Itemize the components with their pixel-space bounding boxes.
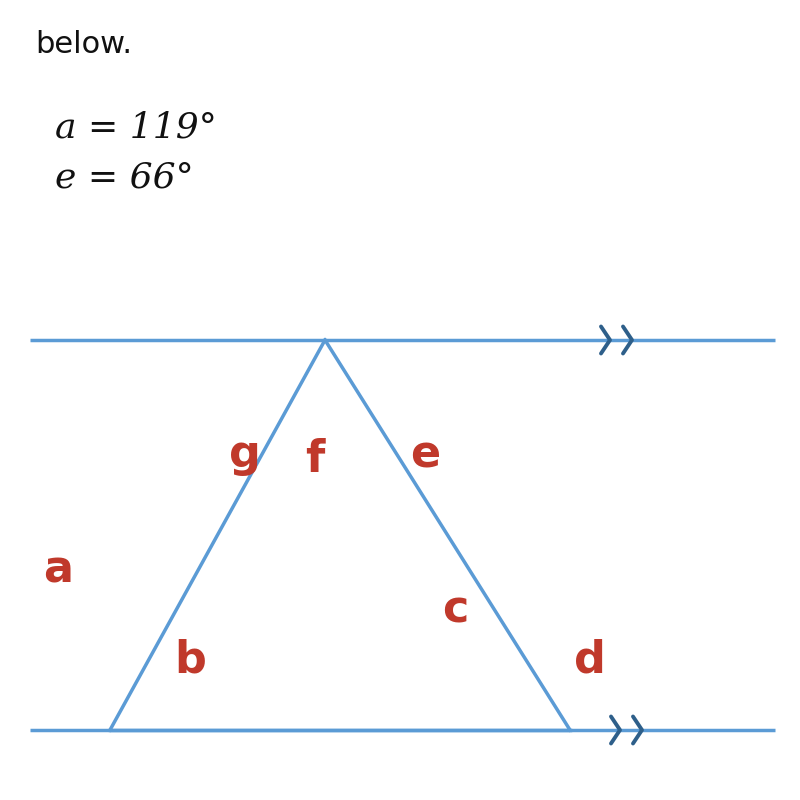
Text: d: d xyxy=(574,638,606,682)
Text: e = 66°: e = 66° xyxy=(55,160,194,194)
Text: b: b xyxy=(174,638,206,682)
Text: g: g xyxy=(229,434,261,477)
Text: c: c xyxy=(442,589,468,631)
Text: a: a xyxy=(43,549,73,591)
Text: a = 119°: a = 119° xyxy=(55,110,217,144)
Text: e: e xyxy=(410,434,440,477)
Text: f: f xyxy=(306,438,325,482)
Text: below.: below. xyxy=(35,30,132,59)
